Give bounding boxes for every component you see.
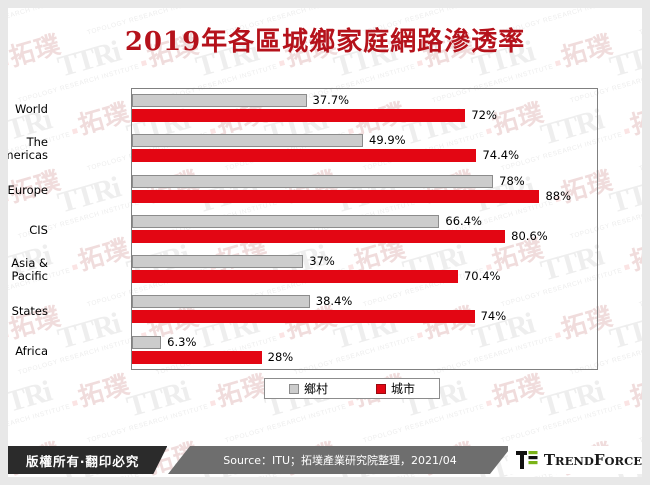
legend-swatch-urban-icon bbox=[375, 383, 386, 394]
watermark-sub-text: TOPOLOGY RESEARCH INSTITUTE bbox=[86, 403, 210, 445]
chart-legend: 鄉村 城市 bbox=[264, 378, 440, 399]
category-label-line: Americas bbox=[0, 148, 48, 163]
category-label: Europe bbox=[0, 182, 48, 197]
bar-value-rural: 37.7% bbox=[312, 93, 350, 107]
slide-edge-left bbox=[0, 0, 8, 485]
watermark-dot-icon bbox=[485, 400, 493, 407]
watermark-dot-icon bbox=[347, 400, 355, 407]
bar-urban bbox=[132, 350, 262, 364]
legend-item-urban: 城市 bbox=[375, 380, 415, 397]
chart-row: Arab States 38.4% 74% bbox=[0, 291, 597, 331]
brand-f: F bbox=[593, 451, 605, 469]
bar-rural bbox=[132, 174, 494, 188]
watermark-sub-text: TOPOLOGY RESEARCH INSTITUTE bbox=[362, 403, 486, 445]
bar-rural bbox=[132, 94, 307, 107]
category-label-line: Arab States bbox=[0, 303, 48, 318]
category-label: CIS bbox=[0, 222, 48, 237]
category-label-line: Pacific bbox=[11, 269, 48, 284]
watermark-dot-icon bbox=[209, 400, 217, 407]
bar-rural bbox=[132, 335, 162, 349]
watermark-sub-text: TOPOLOGY RESEARCH INSTITUTE bbox=[0, 403, 72, 444]
watermark-dot-icon bbox=[140, 60, 148, 67]
slide-edge-bottom bbox=[0, 477, 650, 485]
bar-urban bbox=[132, 310, 475, 324]
watermark-tt-text: TTRi bbox=[0, 374, 54, 424]
watermark-sub-text: TOPOLOGY RESEARCH INSTITUTE bbox=[224, 403, 348, 445]
chart-row: Africa 6.3% 28% bbox=[15, 332, 597, 372]
category-label-line: CIS bbox=[29, 222, 48, 237]
bar-urban bbox=[132, 270, 458, 284]
legend-item-rural: 鄉村 bbox=[288, 380, 328, 397]
watermark-dot-icon bbox=[416, 60, 424, 67]
bar-value-urban: 74% bbox=[480, 309, 507, 324]
bar-urban bbox=[132, 229, 506, 243]
bar-value-rural: 37% bbox=[309, 254, 335, 269]
source-band: Source：ITU；拓墣產業研究院整理，2021/04 bbox=[168, 446, 512, 474]
bar-value-urban: 70.4% bbox=[463, 269, 501, 284]
brand-orce: ORCE bbox=[604, 454, 643, 468]
bar-rural bbox=[132, 134, 364, 148]
page-title: 2019年各區城鄉家庭網路滲透率 bbox=[124, 27, 526, 57]
category-label: Asia & Pacific bbox=[0, 257, 48, 283]
legend-swatch-rural-icon bbox=[288, 383, 299, 394]
source-text: Source：ITU；拓墣產業研究院整理，2021/04 bbox=[223, 454, 457, 467]
watermark-dot-icon bbox=[623, 128, 631, 135]
watermark-dot-icon bbox=[623, 264, 631, 271]
watermark-dot-icon bbox=[623, 400, 631, 407]
bar-value-rural: 38.4% bbox=[315, 294, 353, 309]
bar-value-urban: 74.4% bbox=[482, 148, 520, 163]
legend-label-urban: 城市 bbox=[390, 382, 415, 396]
category-label: Arab States bbox=[0, 303, 48, 318]
watermark-sub-text: TOPOLOGY RESEARCH INSTITUTE bbox=[500, 403, 624, 445]
trendforce-mark-icon bbox=[513, 450, 538, 470]
legend-label-rural: 鄉村 bbox=[303, 382, 328, 396]
chart-row: CIS 66.4% 80.6% bbox=[29, 211, 597, 251]
bar-urban bbox=[132, 109, 466, 122]
watermark-dot-icon bbox=[554, 60, 562, 67]
bar-rural bbox=[132, 295, 310, 309]
footer-bar: Source：ITU；拓墣產業研究院整理，2021/04 版權所有‧翻印必究 T… bbox=[8, 446, 642, 474]
copyright-badge: 版權所有‧翻印必究 bbox=[8, 446, 167, 474]
bar-value-rural: 66.4% bbox=[445, 213, 482, 228]
chart-row: World 37.7% 72% bbox=[15, 90, 597, 130]
category-label: TheAmericas bbox=[0, 136, 48, 162]
bar-value-rural: 49.9% bbox=[369, 133, 406, 148]
brand-t: T bbox=[543, 451, 556, 469]
bar-chart: World 37.7% 72% TheAmericas 49.9% 74.4% Europe… bbox=[0, 88, 598, 372]
bar-rural bbox=[132, 255, 304, 269]
category-label-line: World bbox=[15, 102, 48, 117]
plot-area: World 37.7% 72% TheAmericas 49.9% 74.4% Europe… bbox=[0, 88, 598, 372]
watermark-dot-icon bbox=[278, 60, 286, 67]
category-label-line: Africa bbox=[15, 343, 48, 358]
watermark-dot-icon bbox=[71, 400, 79, 407]
category-label-line: Europe bbox=[7, 182, 48, 197]
category-label: Africa bbox=[0, 343, 48, 358]
chart-row: TheAmericas 49.9% 74.4% bbox=[0, 130, 597, 170]
bar-value-urban: 72% bbox=[471, 108, 497, 122]
brand-logo: TRENDFORCE bbox=[507, 446, 642, 474]
bar-rural bbox=[132, 214, 440, 228]
chart-row: Asia & Pacific 37% 70.4% bbox=[11, 251, 597, 291]
brand-rend: REND bbox=[555, 454, 594, 468]
brand-name: TRENDFORCE bbox=[544, 451, 642, 469]
bar-value-urban: 28% bbox=[267, 349, 294, 364]
slide-edge-right bbox=[642, 0, 650, 485]
category-label-line: The bbox=[26, 135, 48, 150]
category-label-line: Asia & bbox=[11, 256, 48, 271]
chart-row: Europe 78% 88% bbox=[8, 171, 597, 211]
category-label: World bbox=[0, 103, 48, 116]
bar-value-rural: 78% bbox=[499, 173, 525, 188]
bar-value-urban: 88% bbox=[545, 188, 571, 203]
bar-value-urban: 80.6% bbox=[511, 228, 548, 243]
bar-value-rural: 6.3% bbox=[167, 334, 197, 349]
bar-urban bbox=[132, 149, 477, 163]
bar-urban bbox=[132, 189, 540, 203]
slide-edge-top bbox=[0, 0, 650, 8]
